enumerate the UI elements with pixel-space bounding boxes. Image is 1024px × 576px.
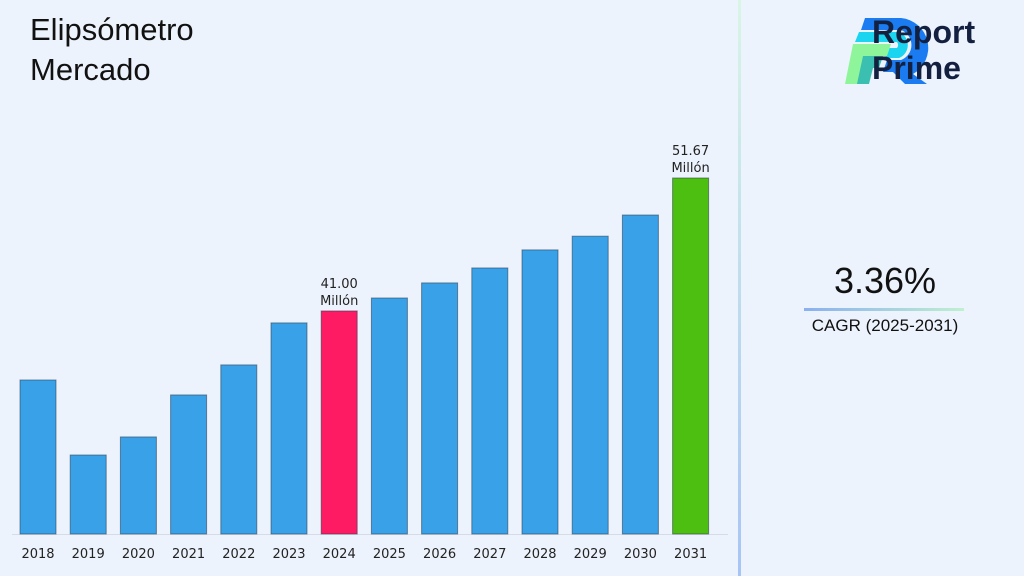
x-tick-label: 2023 <box>272 547 305 562</box>
x-tick-label: 2018 <box>21 547 54 562</box>
divider <box>738 0 741 576</box>
x-tick-label: 2030 <box>624 547 657 562</box>
bar-2019 <box>69 454 107 535</box>
bar-2027 <box>471 267 509 535</box>
bar-2020 <box>119 436 157 535</box>
x-tick-label: 2019 <box>72 547 105 562</box>
bar-2018 <box>19 379 57 535</box>
data-label-unit: Millón <box>320 294 358 309</box>
x-tick-label: 2021 <box>172 547 205 562</box>
x-tick-label: 2024 <box>323 547 356 562</box>
x-tick-label: 2031 <box>674 547 707 562</box>
cagr-label: CAGR (2025-2031) <box>811 316 959 335</box>
x-tick-label: 2020 <box>122 547 155 562</box>
bar-2025 <box>370 297 408 535</box>
x-tick-label: 2022 <box>222 547 255 562</box>
x-tick-label: 2028 <box>523 547 556 562</box>
title-line-2: Mercado <box>30 52 151 87</box>
data-label-unit: Millón <box>671 161 709 176</box>
x-tick-label: 2025 <box>373 547 406 562</box>
bar-2023 <box>270 322 308 535</box>
bar-2029 <box>571 235 609 535</box>
bar-2024 <box>320 310 358 535</box>
cagr-value: 3.36% <box>833 260 937 301</box>
x-tick-label: 2029 <box>574 547 607 562</box>
bar-2022 <box>220 364 258 535</box>
report-prime-logo-icon <box>845 18 929 84</box>
cagr-underline <box>804 308 964 311</box>
bar-2031 <box>672 177 710 535</box>
title-line-1: Elipsómetro <box>30 12 194 47</box>
bar-2030 <box>621 214 659 535</box>
x-tick-label: 2027 <box>473 547 506 562</box>
bar-2021 <box>170 394 208 535</box>
bar-2028 <box>521 249 559 535</box>
data-label-value: 51.67 <box>672 144 709 159</box>
logo-text: Report Prime <box>872 14 975 86</box>
data-label-value: 41.00 <box>321 277 358 292</box>
bar-chart: 2018 2019 2020 2021 2022 2023 2024 41.00 Millón 2… <box>12 144 728 562</box>
bar-2026 <box>421 282 459 535</box>
x-tick-label: 2026 <box>423 547 456 562</box>
logo-line-2: Prime <box>872 50 961 86</box>
logo-line-1: Report <box>872 14 976 50</box>
chart-title: Elipsómetro Mercado <box>30 10 194 90</box>
